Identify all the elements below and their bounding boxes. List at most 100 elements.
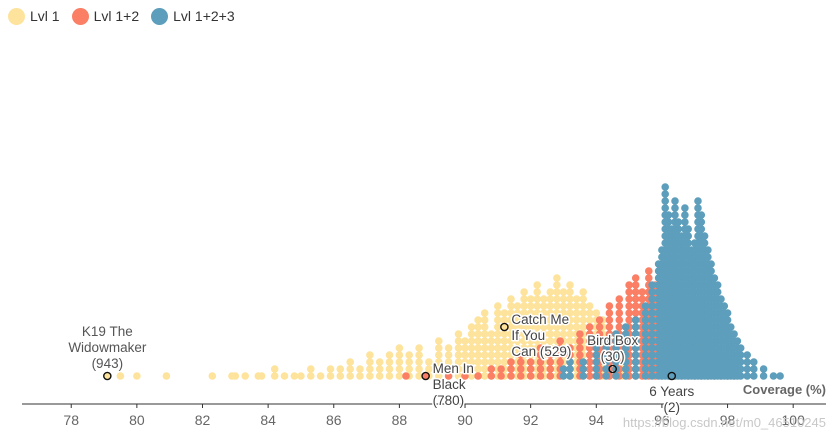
legend-item-lvl1[interactable]: Lvl 1 [8,7,60,25]
data-dot [405,365,414,373]
data-dot [507,295,515,303]
data-dot [592,372,601,380]
data-dot [631,372,640,380]
data-dot [750,372,758,380]
annotation-label-line: (780) [433,393,465,408]
data-dot [546,372,555,380]
data-dot [648,316,656,324]
data-dot [553,281,561,289]
data-dot [526,323,535,331]
data-dot [513,330,522,338]
data-dot [533,281,541,289]
data-dot [631,330,640,338]
data-dot [625,302,633,310]
data-dot [494,302,502,310]
data-dot [385,351,394,359]
annotation-label-line: Can (529) [511,344,571,359]
data-dot [648,309,656,317]
data-dot [625,295,633,303]
data-dot [664,218,673,226]
data-dot [730,330,738,338]
legend-item-lvl123[interactable]: Lvl 1+2+3 [151,7,235,25]
data-dot [467,365,476,373]
data-dot [648,288,656,296]
legend-label-lvl12: Lvl 1+2 [93,8,140,24]
data-dot [366,372,374,380]
data-dot [415,358,423,366]
data-dot [576,344,584,352]
annotation-marker[interactable] [667,371,677,381]
data-dot [507,309,515,317]
data-dot [507,302,515,310]
data-dot [566,372,574,380]
data-dot [533,295,541,303]
data-dot [366,365,374,373]
data-dot [556,351,564,359]
data-dot [461,372,469,380]
data-dot [648,323,656,331]
data-dot [612,337,620,345]
data-dot [546,309,555,317]
data-dot [533,323,541,331]
annotation-marker[interactable] [608,364,617,374]
data-dot [631,365,640,373]
x-tick-label: 96 [654,412,670,428]
data-dot [487,344,496,352]
data-dot [513,323,522,331]
data-dot [641,351,650,359]
data-dot [540,337,548,345]
data-dot [356,372,364,380]
data-dot [494,337,502,345]
data-dot [103,372,112,380]
data-dot [480,365,489,373]
data-dot [500,351,509,359]
annotation-label-line: 6 Years [649,384,694,399]
data-dot [553,309,561,317]
data-dot [546,337,555,345]
data-dot [546,288,555,296]
annotation-marker[interactable] [500,322,509,332]
data-dot [454,344,463,352]
data-dot [444,372,453,380]
x-axis-title: Coverage (%) [743,382,826,397]
data-dot [566,309,574,317]
data-dot [625,281,633,289]
data-dot [566,351,574,359]
data-dot [494,330,502,338]
data-dot [631,288,640,296]
data-dot [743,372,751,380]
data-dot [395,365,404,373]
data-dot [461,365,469,373]
data-dot [704,253,712,261]
x-tick-label: 94 [588,412,604,428]
annotation-marker[interactable] [421,371,430,381]
data-dot [566,323,574,331]
data-dot [674,225,683,233]
x-axis: 78 80 82 84 86 88 90 92 94 96 98 100 [22,403,826,428]
data-dot [602,351,610,359]
data-dot [526,365,535,373]
data-dot [559,295,568,303]
series-lvl-1-2-3 [559,183,784,380]
data-dot [494,323,502,331]
data-dot [625,316,633,324]
legend-item-lvl12[interactable]: Lvl 1+2 [71,7,140,25]
data-dot [467,351,476,359]
annotation-marker[interactable] [103,371,112,381]
data-dot [474,372,482,380]
data-dot [622,337,630,345]
data-dot [395,358,404,366]
data-dot [467,330,476,338]
data-dot [743,358,751,366]
data-dot [520,316,528,324]
data-dot [385,372,394,380]
data-dot [513,337,522,345]
data-dot [540,330,548,338]
data-dot [480,344,489,352]
data-dot [415,351,423,359]
data-dot [579,372,587,380]
data-dot [631,358,640,366]
data-dot [546,302,555,310]
data-dot [641,372,650,380]
